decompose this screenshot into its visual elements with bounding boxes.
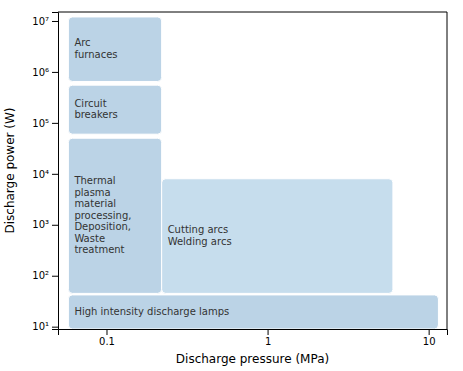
tick-mark xyxy=(268,329,269,335)
region-label: Arcfurnaces xyxy=(74,37,117,60)
region xyxy=(162,179,393,294)
frame xyxy=(447,12,448,329)
tick-mark xyxy=(52,21,58,22)
region xyxy=(68,295,438,329)
tick-mark xyxy=(52,276,58,277)
region xyxy=(68,138,161,293)
tick: 1 xyxy=(265,329,271,347)
region-label-line: material xyxy=(74,198,116,209)
tick-label: 1 xyxy=(265,336,271,347)
region xyxy=(68,85,161,134)
region-labels: Arcfurnaces Circuitbreakers Thermalplasmam… xyxy=(73,37,231,317)
region-label-line: processing, xyxy=(74,210,131,221)
chart: Arcfurnaces Circuitbreakers Thermalplasmam… xyxy=(0,0,463,371)
region-label: Thermalplasmamaterialprocessing,Depositi… xyxy=(73,175,131,255)
region-label-line: Waste xyxy=(74,233,105,244)
tick: 10⁴ xyxy=(32,169,58,180)
region-label-line: Thermal xyxy=(73,175,115,186)
region-label-line: treatment xyxy=(74,244,124,255)
region-label-line: Cutting arcs xyxy=(168,224,229,235)
region-label-line: plasma xyxy=(74,187,110,198)
tick-mark xyxy=(429,329,430,335)
tick: 10⁷ xyxy=(32,16,58,27)
region-label-line: Circuit xyxy=(74,98,106,109)
region-label-line: High intensity discharge lamps xyxy=(74,306,229,317)
tick: 10⁶ xyxy=(32,67,58,78)
region-label-line: furnaces xyxy=(74,49,117,60)
tick-mark xyxy=(52,327,58,328)
x-axis: 0.1 1 10 xyxy=(59,329,448,347)
tick-mark xyxy=(52,72,58,73)
tick-label: 10⁴ xyxy=(32,169,49,180)
tick: 10 xyxy=(423,329,436,347)
regions xyxy=(68,17,438,329)
y-axis-title: Discharge power (W) xyxy=(3,107,17,233)
region-label-line: Arc xyxy=(74,37,90,48)
region xyxy=(68,17,161,82)
region-label: High intensity discharge lamps xyxy=(74,306,229,317)
tick-label: 10 xyxy=(423,336,436,347)
plot: Arcfurnaces Circuitbreakers Thermalplasmam… xyxy=(32,12,447,347)
tick-mark xyxy=(52,225,58,226)
tick-label: 10³ xyxy=(32,219,49,230)
tick-label: 10⁷ xyxy=(32,16,49,27)
region-label-line: breakers xyxy=(74,109,117,120)
tick-label: 0.1 xyxy=(99,336,115,347)
tick: 10⁵ xyxy=(32,118,58,129)
axis-line xyxy=(59,330,448,336)
tick-label: 10⁶ xyxy=(32,67,49,78)
tick-mark xyxy=(106,329,107,335)
region-label-line: Welding arcs xyxy=(168,236,232,247)
region-label: Circuitbreakers xyxy=(74,98,117,121)
y-axis: 10¹ 10² 10³ 10⁴ 10⁵ 10⁶ 10⁷ xyxy=(32,13,58,333)
tick-label: 10¹ xyxy=(32,321,49,332)
tick: 0.1 xyxy=(99,329,115,347)
region-label-line: Deposition, xyxy=(74,221,131,232)
region-label: Cutting arcsWelding arcs xyxy=(168,224,232,247)
x-axis-title: Discharge pressure (MPa) xyxy=(176,352,329,366)
tick-label: 10⁵ xyxy=(32,118,49,129)
frame xyxy=(58,12,447,13)
tick: 10³ xyxy=(32,219,58,230)
tick: 10² xyxy=(32,270,58,281)
tick-mark xyxy=(52,174,58,175)
tick-mark xyxy=(52,123,58,124)
axis-line xyxy=(52,13,59,330)
tick: 10¹ xyxy=(32,321,58,332)
tick-label: 10² xyxy=(32,270,49,281)
